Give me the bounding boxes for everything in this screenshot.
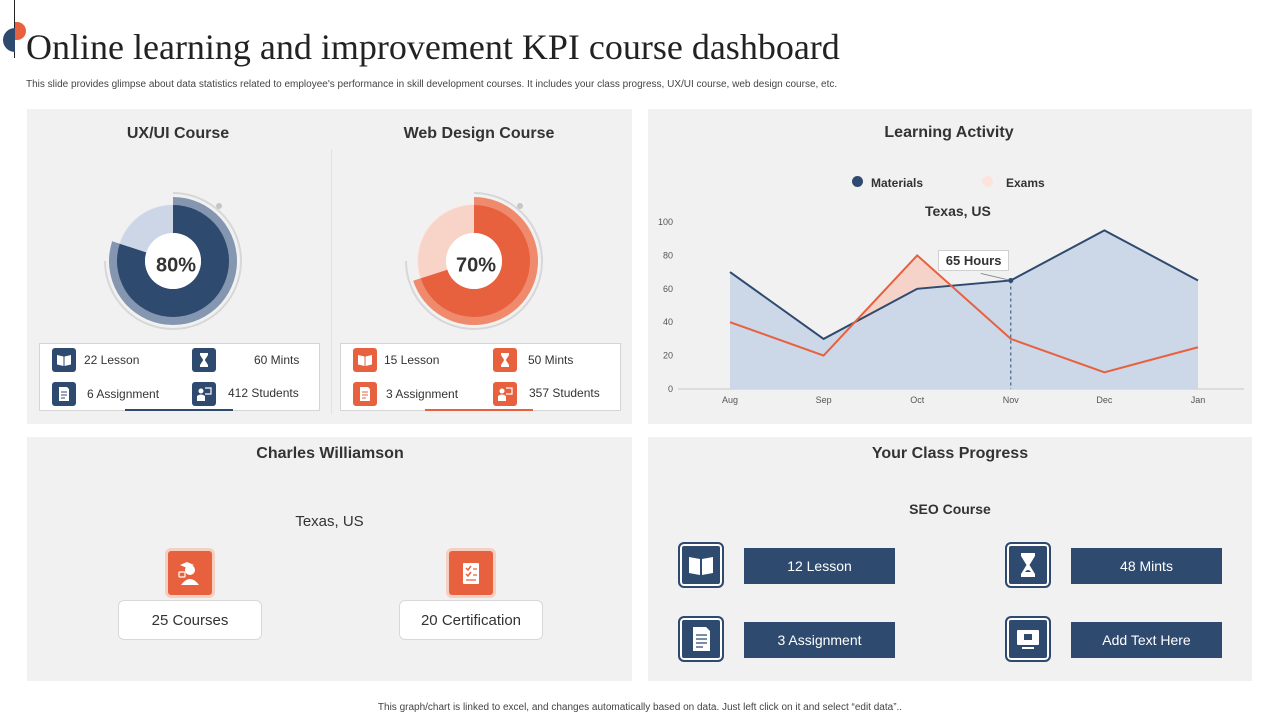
learning-activity-panel: Learning Activity Materials Exams Texas,… (648, 109, 1252, 424)
progress-mints-bar[interactable]: 48 Mints (1071, 548, 1222, 584)
uxui-donut-remaining-arc (119, 205, 173, 253)
courses-panel: UX/UI Course 80% 22 Lesson 60 Mints 6 As… (27, 109, 632, 424)
online-class-icon (1005, 616, 1051, 662)
progress-extra-bar[interactable]: Add Text Here (1071, 622, 1222, 658)
teacher-icon (493, 382, 517, 406)
profile-panel: Charles Williamson Texas, US 25 Courses … (27, 437, 632, 681)
book-icon (678, 542, 724, 588)
y-tick-label: 80 (663, 250, 673, 260)
y-tick-label: 60 (663, 284, 673, 294)
page-subtitle: This slide provides glimpse about data s… (26, 79, 838, 90)
legend-materials-label[interactable]: Materials (871, 176, 924, 190)
materials-area (730, 230, 1198, 389)
annotation-leader (980, 272, 1011, 281)
x-tick-label: Nov (1003, 395, 1020, 405)
uxui-students: 412 Students (228, 386, 299, 400)
x-tick-label: Dec (1096, 395, 1113, 405)
uxui-lesson: 22 Lesson (84, 353, 140, 367)
annotation-point (1008, 277, 1014, 283)
materials-line (729, 229, 1199, 341)
uxui-donut-inner-arc (117, 205, 230, 317)
hourglass-icon (192, 348, 216, 372)
profile-location: Texas, US (295, 513, 364, 530)
webdesign-underline (425, 409, 533, 411)
x-tick-label: Sep (816, 395, 832, 405)
graduate-icon (168, 551, 212, 595)
webdesign-percent: 70% (455, 254, 497, 277)
webdesign-donut[interactable] (404, 191, 544, 331)
webdesign-donut-remaining-arc (418, 205, 474, 279)
page-title: Online learning and improvement KPI cour… (26, 27, 840, 67)
webdesign-donut-dot (517, 203, 523, 209)
uxui-percent: 80% (155, 254, 197, 277)
certification-count: 20 Certification (399, 600, 543, 640)
footer-note: This graph/chart is linked to excel, and… (377, 702, 903, 713)
uxui-assignment: 6 Assignment (87, 387, 160, 401)
teacher-icon (192, 382, 216, 406)
x-tick-label: Oct (910, 395, 925, 405)
book-icon (52, 348, 76, 372)
exams-line (729, 254, 1199, 374)
progress-course-name: SEO Course (909, 501, 991, 517)
x-tick-label: Jan (1191, 395, 1206, 405)
document-icon (353, 382, 377, 406)
x-tick-label: Aug (722, 395, 738, 405)
webdesign-assignment: 3 Assignment (386, 387, 459, 401)
webdesign-donut-track-outline (405, 192, 543, 330)
decorative-shape (3, 28, 15, 52)
uxui-donut-dot (216, 203, 222, 209)
uxui-stats-box: 22 Lesson 60 Mints 6 Assignment 412 Stud… (39, 343, 320, 411)
uxui-mints: 60 Mints (254, 353, 300, 367)
webdesign-donut-hole (446, 233, 502, 289)
progress-title[interactable]: Your Class Progress (871, 445, 1029, 462)
uxui-donut-hole (145, 233, 201, 289)
webdesign-stats-box: 15 Lesson 50 Mints 3 Assignment 357 Stud… (340, 343, 621, 411)
webdesign-title[interactable]: Web Design Course (403, 125, 555, 142)
legend-exams-label[interactable]: Exams (1006, 176, 1045, 190)
progress-assignment-bar[interactable]: 3 Assignment (744, 622, 895, 658)
class-progress-panel: Your Class Progress SEO Course 12 Lesson… (648, 437, 1252, 681)
progress-lesson-bar[interactable]: 12 Lesson (744, 548, 895, 584)
chart-callout: 65 Hours (937, 250, 1010, 272)
y-tick-label: 100 (658, 217, 673, 227)
uxui-donut[interactable] (103, 191, 243, 331)
y-tick-label: 0 (668, 384, 673, 394)
hourglass-icon (493, 348, 517, 372)
webdesign-donut-inner-arc (420, 205, 530, 317)
book-icon (353, 348, 377, 372)
legend-materials-marker (852, 176, 863, 187)
y-tick-label: 20 (663, 351, 673, 361)
document-icon (52, 382, 76, 406)
hourglass-icon (1005, 542, 1051, 588)
decorative-shape-accent (15, 22, 26, 40)
uxui-donut-track-outline (104, 192, 242, 330)
exams-highlight (853, 255, 950, 326)
profile-name[interactable]: Charles Williamson (256, 445, 404, 462)
activity-title[interactable]: Learning Activity (884, 124, 1014, 141)
legend-exams-marker (982, 176, 993, 187)
uxui-title[interactable]: UX/UI Course (126, 125, 230, 142)
y-tick-label: 40 (663, 317, 673, 327)
courses-count: 25 Courses (118, 600, 262, 640)
webdesign-mints: 50 Mints (528, 353, 574, 367)
webdesign-students: 357 Students (529, 386, 600, 400)
chart-location-title: Texas, US (925, 203, 991, 219)
panel-divider (331, 149, 332, 414)
document-icon (678, 616, 724, 662)
uxui-underline (125, 409, 233, 411)
webdesign-lesson: 15 Lesson (384, 353, 440, 367)
learning-activity-chart[interactable]: 0 20 40 60 80 100 Aug Sep Oct Nov Dec Jan (648, 209, 1252, 414)
certificate-icon (449, 551, 493, 595)
